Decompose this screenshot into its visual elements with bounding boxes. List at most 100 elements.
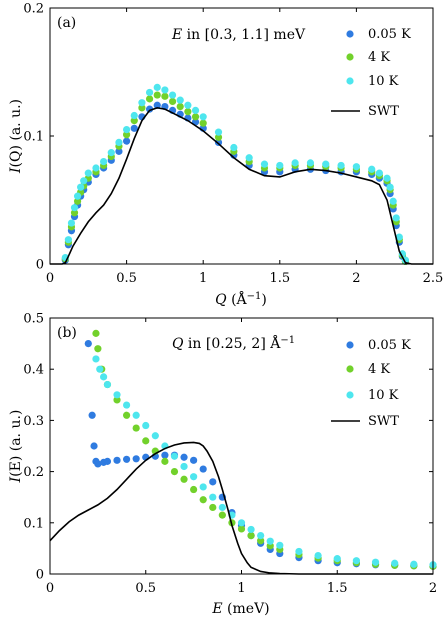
data-point-10k xyxy=(142,421,150,430)
data-point-4k xyxy=(92,329,100,337)
data-point-10k xyxy=(314,551,322,560)
data-point-10k xyxy=(123,126,131,134)
data-point-0-05k xyxy=(123,137,131,145)
data-point-10k xyxy=(84,169,92,177)
panel-b-y-ticks: 0 0.1 0.2 0.3 0.4 0.5 xyxy=(23,312,433,583)
legend-label-10k: 10 K xyxy=(368,74,399,89)
data-point-10k xyxy=(391,559,399,567)
data-point-10k xyxy=(257,532,265,540)
panel-b-y-axis-title: I(E) (a. u.) xyxy=(8,410,24,484)
data-point-10k xyxy=(295,547,303,556)
data-point-10k xyxy=(107,149,115,157)
y-tick-label: 0.3 xyxy=(23,414,44,429)
data-point-4k xyxy=(94,345,102,353)
y-tick-label: 0.1 xyxy=(23,516,44,531)
panel-b-plot-frame xyxy=(49,317,434,575)
data-point-10k xyxy=(103,380,112,389)
data-point-10k xyxy=(375,169,383,177)
series-10k-points xyxy=(92,355,437,569)
series-swt-line xyxy=(50,107,433,265)
data-point-10k xyxy=(371,558,380,566)
data-point-4k xyxy=(237,525,246,533)
data-point-10k xyxy=(64,236,72,244)
data-point-10k xyxy=(291,159,299,167)
data-point-0-05k xyxy=(190,456,198,464)
data-point-10k xyxy=(184,101,192,109)
panel-b-intensity-vs-energy: 0 0.5 1 1.5 2 0 0.1 0.2 0.3 0.4 0.5 (b) Q in [0.2… xyxy=(8,312,437,618)
legend-marker-4k xyxy=(346,53,354,61)
data-point-10k xyxy=(322,160,330,168)
data-point-4k xyxy=(130,117,138,125)
x-tick-label: 2 xyxy=(352,271,360,286)
data-point-4k xyxy=(218,511,226,519)
data-point-10k xyxy=(92,164,100,172)
y-tick-label: 0 xyxy=(36,568,44,583)
data-point-10k xyxy=(337,161,345,170)
legend-label-swt: SWT xyxy=(368,414,399,429)
data-point-4k xyxy=(214,133,223,141)
data-point-0-05k xyxy=(132,455,140,463)
data-point-10k xyxy=(260,160,269,168)
data-point-10k xyxy=(67,219,76,227)
x-tick-label: 0 xyxy=(46,271,54,286)
panel-a-label: (a) xyxy=(57,15,76,31)
data-point-0-05k xyxy=(145,105,154,113)
legend-entry-swt: SWT xyxy=(331,414,399,429)
y-tick-label: 0.4 xyxy=(23,363,44,378)
data-point-10k xyxy=(352,557,360,565)
data-point-10k xyxy=(180,462,188,471)
panel-a-data-layer xyxy=(50,83,433,266)
data-point-0-05k xyxy=(180,453,188,461)
x-tick-label: 1.5 xyxy=(269,271,290,286)
data-point-4k xyxy=(199,496,207,504)
data-point-10k xyxy=(191,106,200,114)
panel-a-plot-frame xyxy=(49,7,434,265)
legend-label-10k: 10 K xyxy=(368,388,399,403)
panel-a-x-ticks: 0 0.5 1 1.5 2 2.5 xyxy=(46,8,443,286)
data-point-10k xyxy=(199,483,207,491)
x-tick-label: 0 xyxy=(46,581,54,596)
data-point-4k xyxy=(184,108,192,116)
legend-marker-10k xyxy=(346,391,354,399)
x-tick-label: 2.5 xyxy=(423,271,443,286)
data-point-10k xyxy=(245,154,253,162)
panel-a-y-ticks: 0 0.1 0.2 xyxy=(23,2,433,273)
data-point-4k xyxy=(191,113,200,121)
legend-label-0-05k: 0.05 K xyxy=(368,27,411,42)
data-point-10k xyxy=(386,183,394,191)
data-point-10k xyxy=(352,163,360,171)
y-tick-label: 0.2 xyxy=(23,465,44,480)
legend-entry-10k: 10 K xyxy=(346,74,399,89)
data-point-4k xyxy=(138,104,146,112)
x-tick-label: 0.5 xyxy=(116,271,137,286)
data-point-4k xyxy=(70,209,79,217)
data-point-10k xyxy=(214,128,223,136)
panel-a-legend: 0.05 K 4 K 10 K SWT xyxy=(331,27,411,119)
data-point-0-05k xyxy=(123,455,131,463)
data-point-4k xyxy=(209,503,217,512)
data-point-10k xyxy=(276,541,284,549)
data-point-0-05k xyxy=(84,340,92,348)
data-point-10k xyxy=(237,519,246,527)
panel-a-intensity-vs-q: 0 0.5 1 1.5 2 2.5 0 0.1 0.2 (a) E in [0.3, 1.1]… xyxy=(8,2,443,309)
data-point-4k xyxy=(142,437,150,445)
data-point-10k xyxy=(161,86,169,94)
data-point-0-05k xyxy=(113,456,121,464)
legend-label-0-05k: 0.05 K xyxy=(368,338,411,353)
data-point-10k xyxy=(138,99,146,107)
data-point-10k xyxy=(389,197,397,205)
series-swt-line xyxy=(49,441,433,575)
data-point-4k xyxy=(153,91,161,99)
legend-marker-0-05k xyxy=(346,341,354,349)
data-point-10k xyxy=(100,373,108,381)
data-point-0-05k xyxy=(214,138,223,146)
data-point-4k xyxy=(145,95,154,103)
legend-entry-10k: 10 K xyxy=(346,388,399,403)
data-point-0-05k xyxy=(115,147,123,155)
data-point-10k xyxy=(145,88,154,97)
data-point-10k xyxy=(209,493,217,501)
data-point-0-05k xyxy=(90,442,98,450)
data-point-10k xyxy=(176,96,184,104)
data-point-0-05k xyxy=(88,411,96,419)
